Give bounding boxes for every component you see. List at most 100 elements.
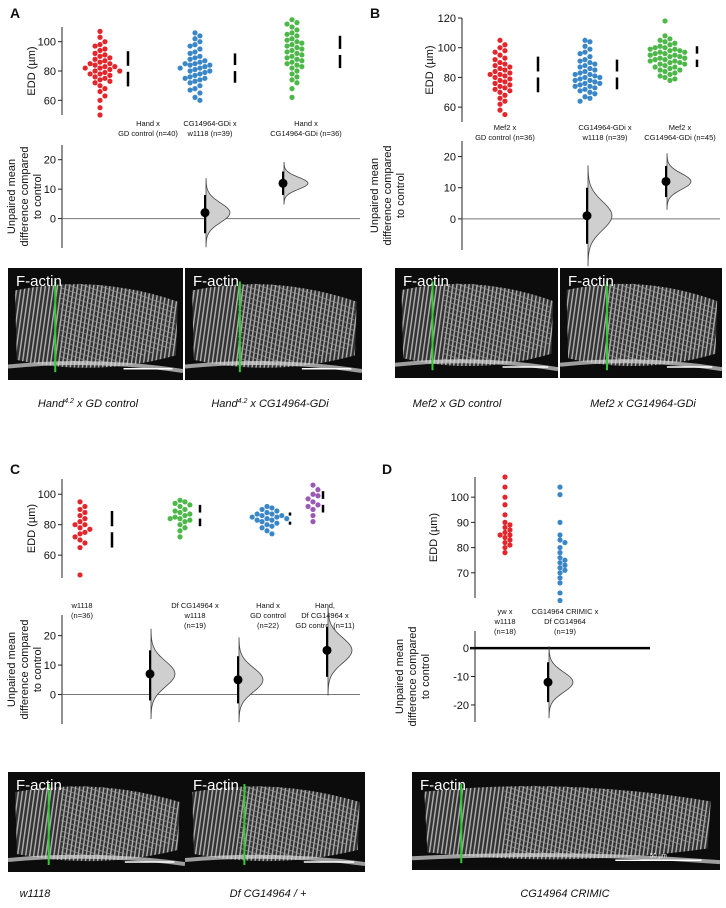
data-point [587, 71, 593, 78]
data-point [662, 45, 668, 51]
y-axis-label: Unpaired mean [394, 639, 406, 714]
data-point [97, 59, 103, 65]
data-point [294, 44, 300, 51]
data-point [492, 49, 498, 55]
data-point [172, 500, 178, 506]
data-point [592, 67, 598, 73]
data-point [284, 21, 290, 27]
data-point [192, 72, 198, 78]
data-point [77, 531, 83, 537]
data-point [587, 89, 593, 95]
data-point [667, 42, 673, 48]
data-point [667, 71, 673, 78]
data-point [197, 46, 203, 52]
data-point [667, 77, 673, 83]
data-point [182, 525, 188, 531]
data-point [112, 64, 118, 70]
data-point [657, 67, 663, 73]
data-point [502, 85, 508, 91]
data-point [97, 47, 103, 54]
data-point [289, 24, 295, 30]
data-point [587, 83, 593, 89]
data-point [102, 75, 108, 81]
data-point [197, 33, 203, 39]
data-point [502, 98, 508, 104]
data-point [294, 33, 300, 39]
data-point [557, 519, 563, 525]
muscle [8, 283, 183, 374]
category-label: Hand, [315, 601, 335, 610]
data-point [187, 87, 193, 93]
data-point [677, 54, 683, 60]
data-point [102, 39, 108, 45]
data-point [289, 36, 295, 42]
data-point [497, 77, 503, 83]
data-point [492, 62, 498, 69]
image-label: F-actin [568, 273, 614, 290]
data-point [294, 20, 300, 26]
data-point [492, 86, 498, 92]
data-point [264, 528, 270, 534]
data-point [677, 67, 683, 73]
data-point [182, 512, 188, 519]
data-point [652, 64, 658, 70]
data-point [577, 98, 583, 104]
data-point [299, 46, 305, 52]
data-point [284, 516, 290, 522]
data-point [662, 74, 668, 81]
data-point [177, 516, 183, 522]
data-point [82, 516, 88, 522]
y-tick-label: 90 [457, 517, 469, 529]
data-point [269, 523, 275, 529]
data-point [652, 51, 658, 57]
data-point [657, 43, 663, 49]
category-label: GD control (n=40) [118, 129, 178, 138]
data-point [187, 511, 193, 517]
y-tick-label: 60 [44, 550, 56, 562]
y-tick-label: 20 [44, 155, 56, 167]
data-point [667, 36, 673, 42]
data-point [682, 55, 688, 61]
data-point [497, 37, 503, 43]
data-point [502, 524, 508, 531]
y-tick-label: -10 [453, 672, 469, 684]
data-point [577, 64, 583, 70]
data-point [107, 78, 113, 84]
data-point [315, 502, 321, 508]
data-point [284, 43, 290, 49]
data-point [502, 111, 508, 118]
data-point [502, 550, 508, 556]
data-point [92, 62, 98, 68]
data-point [592, 61, 598, 67]
data-point [102, 46, 108, 52]
data-point [294, 62, 300, 68]
data-point [657, 37, 663, 43]
y-axis-label: difference compared [19, 146, 31, 246]
data-point [662, 33, 668, 39]
y-axis-label: Unpaired mean [6, 159, 18, 234]
data-point [77, 525, 83, 531]
data-point [289, 17, 295, 23]
y-axis-label: EDD (µm) [26, 504, 38, 553]
data-point [592, 91, 598, 97]
data-point [82, 65, 88, 71]
data-point [177, 65, 183, 71]
data-point [177, 522, 183, 528]
data-point [557, 532, 563, 538]
data-point [197, 97, 203, 103]
mean-difference [233, 675, 243, 685]
data-point [657, 61, 663, 67]
data-point [177, 503, 183, 510]
data-point [192, 86, 198, 92]
category-label: GD control (n=11) [295, 621, 355, 630]
y-tick-label: 0 [50, 690, 56, 702]
caption-part: 4.2 [64, 398, 74, 405]
data-point [269, 531, 275, 537]
data-point [289, 71, 295, 77]
data-point [657, 73, 663, 79]
data-point [97, 97, 103, 103]
data-point [197, 71, 203, 77]
data-point [254, 517, 260, 523]
